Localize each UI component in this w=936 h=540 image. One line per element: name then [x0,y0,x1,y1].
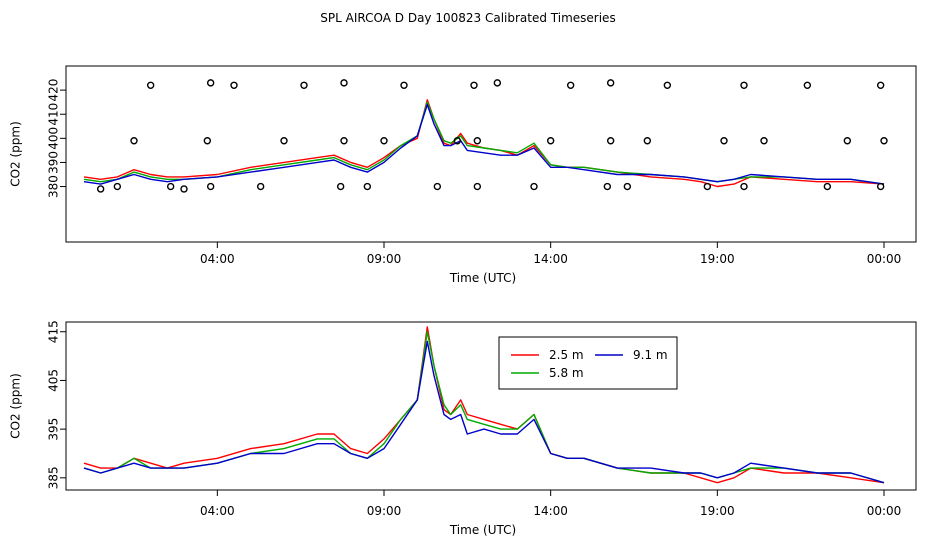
y-tick-label: 380 [47,175,61,198]
y-tick-label: 415 [47,320,61,343]
y-tick-label: 405 [47,369,61,392]
x-tick-label: 00:00 [867,504,902,518]
scatter-point [453,137,462,145]
x-tick-label: 04:00 [200,504,235,518]
scatter-point [300,81,308,89]
y-tick-label: 420 [47,79,61,102]
scatter-point [606,79,615,87]
scatter-point [256,182,265,191]
x-tick-label: 14:00 [533,504,568,518]
plot-frame [65,321,917,491]
scatter-point [623,182,632,191]
scatter-point [546,137,555,145]
scatter-point [166,182,175,191]
scatter-point [473,137,482,145]
scatter-point [433,182,442,191]
x-tick-label: 04:00 [200,252,235,266]
y-axis-label: CO2 (ppm) [9,121,23,187]
y-tick-label: 395 [47,418,61,441]
x-axis-label: Time (UTC) [449,271,516,285]
scatter-point [336,182,345,191]
scatter-point [280,137,288,145]
scatter-point [380,137,388,145]
scatter-point [880,137,888,145]
legend-box [498,336,678,390]
scatter-point [340,79,348,87]
series-line-3 [83,103,885,185]
scatter-point [203,137,212,145]
y-tick-label: 400 [47,127,61,150]
scatter-point [493,79,502,87]
legend: 2.5 m 5.8 m 9.1 m [498,336,678,390]
scatter-point [876,182,885,191]
series-line-3 [83,340,885,484]
legend-label-3: 9.1 m [633,348,668,362]
scatter-point [470,81,478,89]
y-tick-label: 385 [47,466,61,489]
x-tick-label: 00:00 [867,252,902,266]
scatter-point [400,81,408,89]
scatter-point [603,182,612,191]
scatter-point [643,137,652,145]
y-tick-label: 390 [47,151,61,174]
scatter-point [740,81,748,89]
scatter-point [340,137,348,145]
scatter-point [363,182,372,191]
scatter-point [530,182,538,191]
x-tick-label: 09:00 [367,504,402,518]
scatter-point [113,182,122,191]
scatter-point [473,182,482,191]
scatter-point [96,185,105,193]
scatter-point [823,182,832,191]
plot-frame [65,65,917,243]
scatter-point [760,137,768,145]
scatter-point [230,81,238,89]
figure-title: SPL AIRCOA D Day 100823 Calibrated Times… [320,11,615,25]
legend-label-1: 2.5 m [549,348,584,362]
scatter-point [206,182,215,191]
scatter-point [206,79,215,87]
scatter-point [876,81,885,89]
scatter-point [146,81,155,89]
scatter-point [566,81,575,89]
scatter-point [740,182,748,191]
legend-label-2: 5.8 m [549,366,584,380]
scatter-point [703,182,712,191]
y-axis-label: CO2 (ppm) [9,373,23,439]
scatter-point [663,81,672,89]
x-tick-label: 09:00 [367,252,402,266]
top-panel: 04:00 09:00 14:00 19:00 00:00 380390400410420… [9,65,917,285]
y-tick-label: 410 [47,103,61,126]
series-line-1 [83,326,885,484]
x-axis-label: Time (UTC) [449,523,516,537]
scatter-point [606,137,615,145]
x-tick-label: 14:00 [533,252,568,266]
scatter-point [130,137,138,145]
scatter-point [180,185,188,193]
scatter-point [803,81,812,89]
scatter-point [843,137,852,145]
bottom-panel: 04:00 09:00 14:00 19:00 00:00 385 395 405 415 Tim… [9,320,917,537]
x-tick-label: 19:00 [700,252,735,266]
x-tick-label: 19:00 [700,504,735,518]
scatter-point [720,137,728,145]
